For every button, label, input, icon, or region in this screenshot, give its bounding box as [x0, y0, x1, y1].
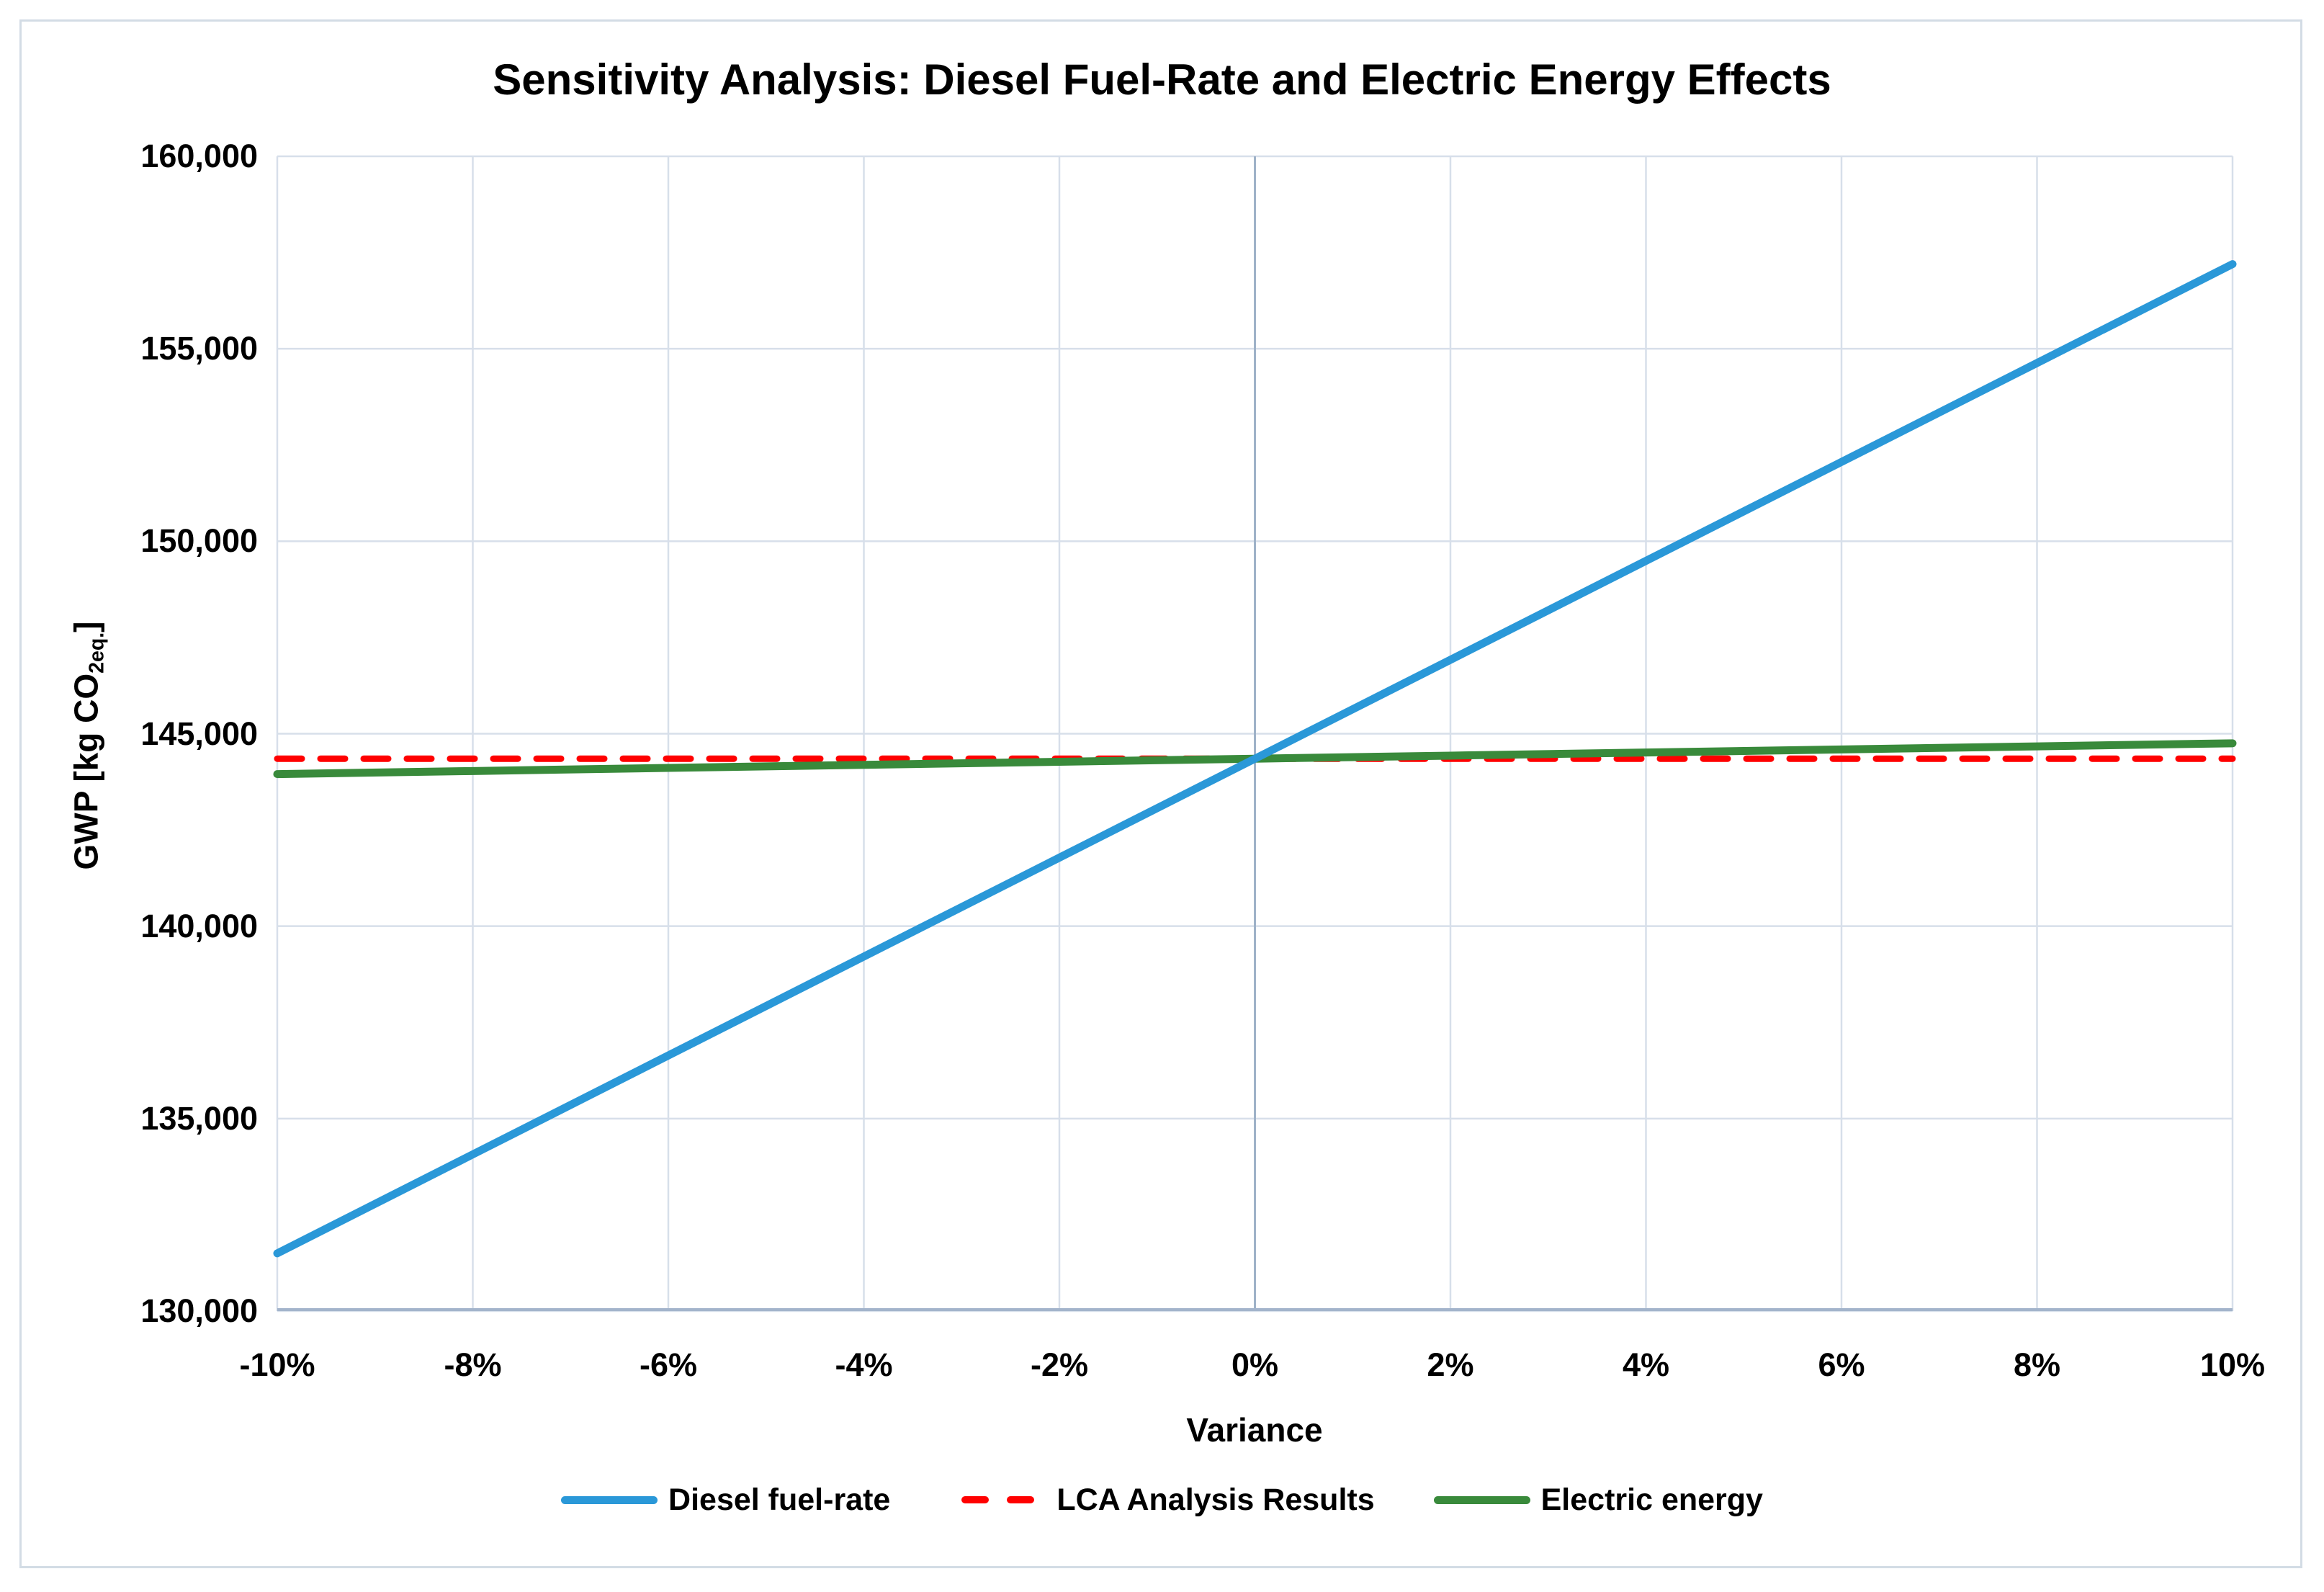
legend-label-lca: LCA Analysis Results — [1056, 1482, 1375, 1517]
y-axis-title: GWP [kg CO2eq.] — [67, 622, 109, 870]
y-axis-title-text: GWP [kg CO — [67, 673, 105, 870]
y-tick-label: 150,000 — [140, 522, 258, 560]
plot-area — [273, 155, 2237, 1312]
lca-dashed-line-swatch — [949, 1496, 1046, 1503]
x-tick-label: 4% — [1622, 1346, 1670, 1383]
y-tick-label: 140,000 — [140, 907, 258, 944]
y-axis-title-bracket: ] — [67, 621, 105, 632]
x-tick-label: -2% — [1030, 1346, 1089, 1383]
legend-label-electric: Electric energy — [1540, 1482, 1763, 1517]
x-tick-label: 6% — [1818, 1346, 1865, 1383]
legend-item-electric-energy: Electric energy — [1433, 1482, 1763, 1518]
y-tick-label: 135,000 — [140, 1099, 258, 1137]
y-axis-title-subscript: 2eq. — [85, 632, 109, 674]
y-tick-label: 160,000 — [140, 138, 258, 174]
x-tick-label: -8% — [444, 1346, 502, 1383]
y-tick-label: 130,000 — [140, 1292, 258, 1329]
x-axis-title: Variance — [1186, 1411, 1323, 1449]
x-tick-label: 2% — [1427, 1346, 1474, 1383]
y-tick-label: 145,000 — [140, 715, 258, 752]
legend-item-diesel-fuel-rate: Diesel fuel-rate — [561, 1483, 890, 1518]
chart-title: Sensitivity Analysis: Diesel Fuel-Rate a… — [493, 55, 1831, 104]
electric-line-swatch — [1433, 1495, 1530, 1504]
legend: Diesel fuel-rate LCA Analysis Results El… — [0, 1474, 2324, 1526]
x-tick-label: -6% — [639, 1346, 698, 1383]
y-tick-label: 155,000 — [140, 330, 258, 367]
x-tick-label: -10% — [239, 1346, 315, 1383]
legend-label-diesel: Diesel fuel-rate — [668, 1482, 891, 1517]
x-tick-label: 0% — [1231, 1346, 1279, 1383]
series-line-diesel-fuel-rate — [273, 260, 2237, 1258]
lca-dash-segment — [961, 1496, 989, 1503]
x-tick-label: 8% — [2013, 1346, 2061, 1383]
x-tick-label: 10% — [2199, 1346, 2266, 1383]
diesel-line-swatch — [561, 1495, 658, 1504]
legend-item-lca-analysis-results: LCA Analysis Results — [949, 1482, 1375, 1518]
plot-canvas — [273, 155, 2237, 1312]
lca-dash-segment — [1006, 1496, 1034, 1503]
x-tick-label: -4% — [835, 1346, 893, 1383]
